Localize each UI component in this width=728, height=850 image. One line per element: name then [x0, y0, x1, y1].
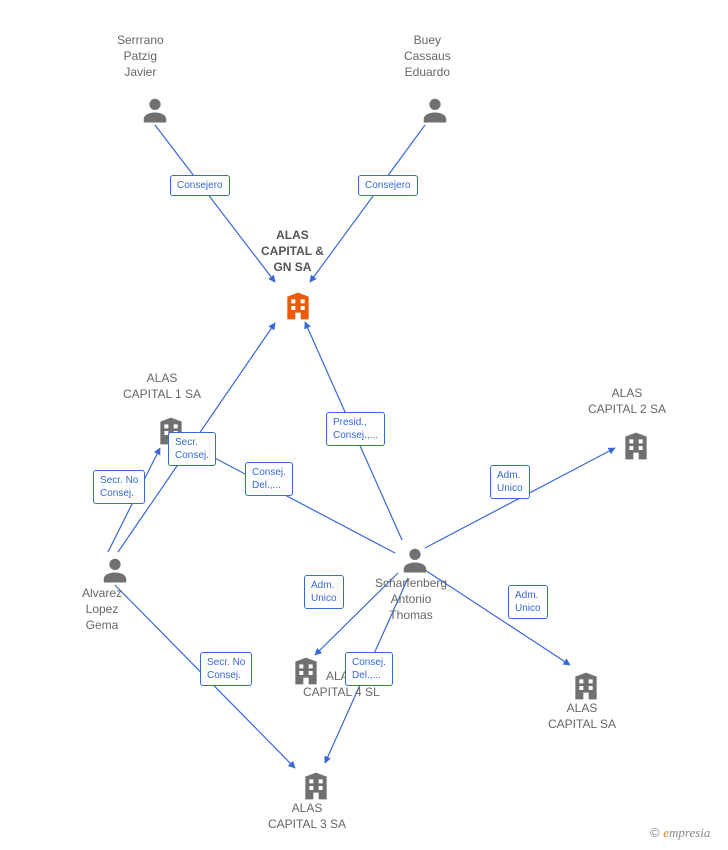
edge-serrano-alas_main [155, 125, 275, 282]
node-label-buey: Buey Cassaus Eduardo [404, 32, 451, 81]
node-label-serrano: Serrrano Patzig Javier [117, 32, 164, 81]
edge-label-alvarez-alas1: Secr. No Consej. [93, 470, 145, 504]
copyright-symbol: © [650, 825, 660, 840]
edge-label-scharf-alas_sa: Adm. Unico [508, 585, 548, 619]
watermark: © empresia [650, 825, 710, 841]
building-icon [620, 430, 652, 467]
node-label-alas3: ALAS CAPITAL 3 SA [268, 800, 346, 832]
edge-buey-alas_main [310, 125, 425, 282]
node-label-alvarez: Alvarez Lopez Gema [82, 585, 122, 634]
person-icon [140, 95, 170, 130]
node-label-alas_main: ALAS CAPITAL & GN SA [261, 227, 324, 276]
node-label-alas_sa: ALAS CAPITAL SA [548, 700, 616, 732]
edge-scharf-alas1 [190, 445, 395, 553]
node-label-alas2: ALAS CAPITAL 2 SA [588, 385, 666, 417]
building-icon [282, 290, 314, 327]
edge-label-scharf-alas1: Consej. Del.,... [245, 462, 293, 496]
edge-label-scharf-alas2: Adm. Unico [490, 465, 530, 499]
node-label-alas1: ALAS CAPITAL 1 SA [123, 370, 201, 402]
edge-label-serrano-alas_main: Consejero [170, 175, 230, 196]
node-label-scharf: Scharfenberg Antonio Thomas [375, 575, 447, 624]
edge-label-scharf-alas3: Consej. Del.,... [345, 652, 393, 686]
person-icon [420, 95, 450, 130]
edge-label-alvarez-alas_main: Secr. Consej. [168, 432, 216, 466]
edge-label-alvarez-alas3: Secr. No Consej. [200, 652, 252, 686]
brand-rest: mpresia [669, 825, 710, 840]
edge-label-buey-alas_main: Consejero [358, 175, 418, 196]
edge-label-scharf-alas4: Adm. Unico [304, 575, 344, 609]
edge-label-scharf-alas_main: Presid., Consej.,... [326, 412, 385, 446]
